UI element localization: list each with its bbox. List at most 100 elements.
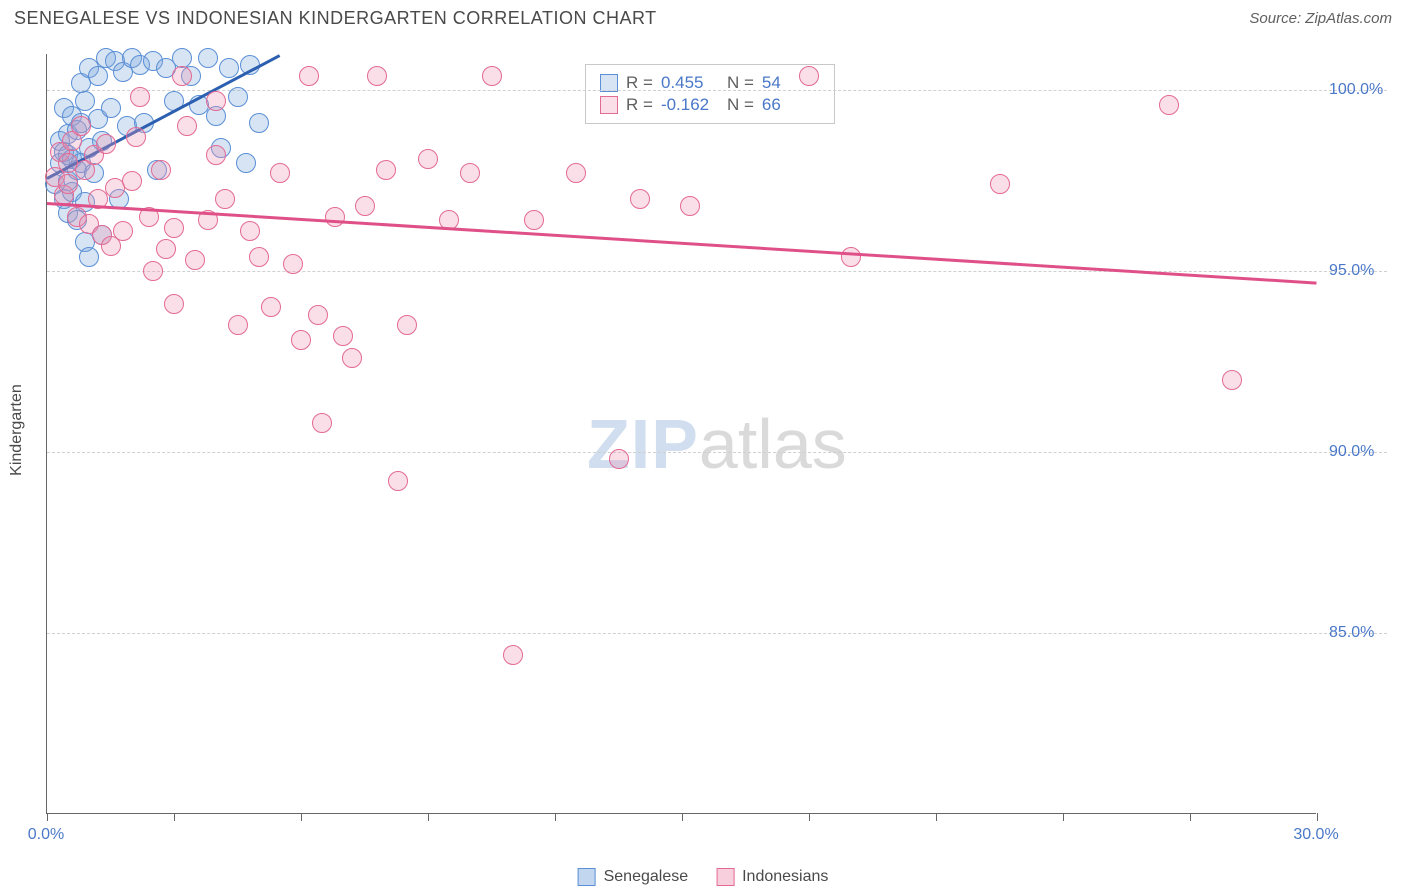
chart-header: SENEGALESE VS INDONESIAN KINDERGARTEN CO… xyxy=(0,0,1406,33)
data-point xyxy=(96,134,116,154)
data-point xyxy=(1159,95,1179,115)
stats-n-label-1: N = xyxy=(727,95,754,115)
data-point xyxy=(291,330,311,350)
data-point xyxy=(215,189,235,209)
data-point xyxy=(388,471,408,491)
data-point xyxy=(355,196,375,216)
x-tick xyxy=(174,813,175,821)
x-tick xyxy=(428,813,429,821)
data-point xyxy=(177,116,197,136)
data-point xyxy=(236,153,256,173)
x-tick xyxy=(47,813,48,821)
data-point xyxy=(312,413,332,433)
data-point xyxy=(503,645,523,665)
stats-n-value-1: 66 xyxy=(762,95,820,115)
x-tick xyxy=(1317,813,1318,821)
legend-item-indonesians: Indonesians xyxy=(716,868,828,886)
data-point xyxy=(151,160,171,180)
data-point xyxy=(130,87,150,107)
x-tick xyxy=(555,813,556,821)
data-point xyxy=(228,315,248,335)
data-point xyxy=(126,127,146,147)
data-point xyxy=(240,221,260,241)
x-tick-label: 0.0% xyxy=(28,826,64,844)
gridline xyxy=(47,452,1387,453)
x-tick xyxy=(936,813,937,821)
data-point xyxy=(113,221,133,241)
data-point xyxy=(164,218,184,238)
watermark-zip: ZIP xyxy=(587,405,699,483)
data-point xyxy=(156,239,176,259)
data-point xyxy=(299,66,319,86)
source-attribution: Source: ZipAtlas.com xyxy=(1249,10,1392,27)
data-point xyxy=(630,189,650,209)
data-point xyxy=(609,449,629,469)
data-point xyxy=(367,66,387,86)
y-tick-label: 85.0% xyxy=(1329,624,1374,642)
data-point xyxy=(990,174,1010,194)
data-point xyxy=(566,163,586,183)
data-point xyxy=(206,91,226,111)
source-prefix: Source: xyxy=(1249,10,1305,27)
data-point xyxy=(122,171,142,191)
legend-label-indonesians: Indonesians xyxy=(742,868,828,886)
x-tick xyxy=(1063,813,1064,821)
trend-line xyxy=(47,202,1317,284)
legend-label-senegalese: Senegalese xyxy=(604,868,689,886)
data-point xyxy=(325,207,345,227)
data-point xyxy=(270,163,290,183)
x-tick-label: 30.0% xyxy=(1293,826,1338,844)
data-point xyxy=(88,66,108,86)
data-point xyxy=(249,113,269,133)
data-point xyxy=(333,326,353,346)
x-tick xyxy=(301,813,302,821)
data-point xyxy=(524,210,544,230)
legend-item-senegalese: Senegalese xyxy=(578,868,689,886)
plot-area: ZIPatlas R = 0.455 N = 54 R = -0.162 N =… xyxy=(46,54,1316,814)
data-point xyxy=(482,66,502,86)
data-point xyxy=(799,66,819,86)
data-point xyxy=(228,87,248,107)
data-point xyxy=(308,305,328,325)
data-point xyxy=(249,247,269,267)
data-point xyxy=(460,163,480,183)
watermark: ZIPatlas xyxy=(587,404,847,484)
gridline xyxy=(47,633,1387,634)
y-tick-label: 90.0% xyxy=(1329,443,1374,461)
gridline xyxy=(47,271,1387,272)
gridline xyxy=(47,90,1387,91)
data-point xyxy=(841,247,861,267)
data-point xyxy=(283,254,303,274)
watermark-atlas: atlas xyxy=(699,405,847,483)
data-point xyxy=(376,160,396,180)
data-point xyxy=(342,348,362,368)
y-axis-label: Kindergarten xyxy=(8,384,26,476)
data-point xyxy=(206,145,226,165)
data-point xyxy=(680,196,700,216)
source-name: ZipAtlas.com xyxy=(1305,10,1392,27)
x-tick xyxy=(682,813,683,821)
data-point xyxy=(71,116,91,136)
data-point xyxy=(397,315,417,335)
data-point xyxy=(261,297,281,317)
y-tick-label: 95.0% xyxy=(1329,262,1374,280)
stats-r-value-1: -0.162 xyxy=(661,95,719,115)
data-point xyxy=(58,174,78,194)
data-point xyxy=(101,98,121,118)
data-point xyxy=(172,66,192,86)
data-point xyxy=(75,91,95,111)
swatch-indonesians xyxy=(600,96,618,114)
legend-swatch-senegalese xyxy=(578,868,596,886)
stats-row-indonesians: R = -0.162 N = 66 xyxy=(600,95,820,115)
data-point xyxy=(1222,370,1242,390)
bottom-legend: Senegalese Indonesians xyxy=(578,868,829,886)
data-point xyxy=(185,250,205,270)
chart-title: SENEGALESE VS INDONESIAN KINDERGARTEN CO… xyxy=(14,8,657,29)
data-point xyxy=(198,48,218,68)
x-tick xyxy=(1190,813,1191,821)
stats-box: R = 0.455 N = 54 R = -0.162 N = 66 xyxy=(585,64,835,124)
y-tick-label: 100.0% xyxy=(1329,81,1383,99)
legend-swatch-indonesians xyxy=(716,868,734,886)
data-point xyxy=(418,149,438,169)
data-point xyxy=(143,261,163,281)
